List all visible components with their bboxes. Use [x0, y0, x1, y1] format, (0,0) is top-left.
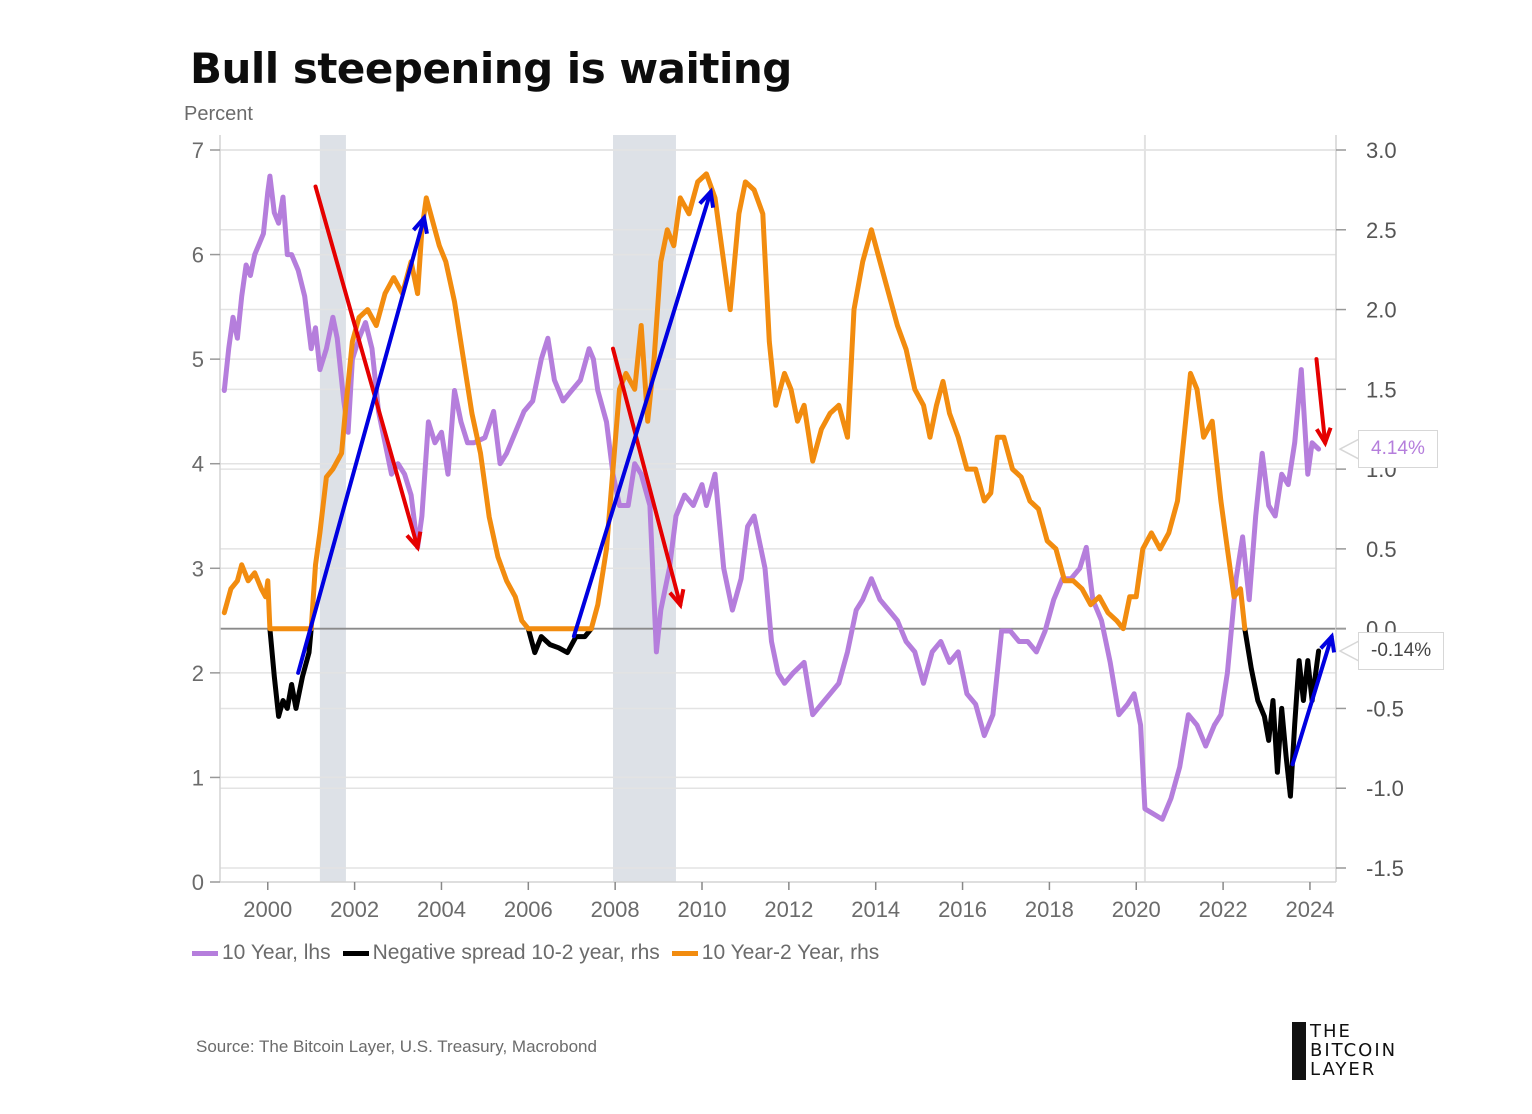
arrow-head-icon	[412, 213, 429, 235]
series-line-negative-spread-segment-2	[1242, 626, 1322, 799]
right-tick-label: -1.5	[1366, 856, 1404, 881]
chart-title: Bull steepening is waiting	[190, 44, 792, 93]
arrow-head-icon	[405, 531, 423, 552]
right-tick-label: -1.0	[1366, 776, 1404, 801]
recession-band-1	[612, 135, 676, 882]
right-tick-label: 2.0	[1366, 298, 1397, 323]
source-note: Source: The Bitcoin Layer, U.S. Treasury…	[196, 1037, 597, 1056]
arrow-shaft	[610, 346, 683, 607]
series-line-10-year	[221, 173, 1322, 822]
left-tick-label: 5	[192, 347, 204, 372]
legend-item-10-year: 10 Year, lhs	[192, 941, 331, 965]
arrow-head-icon	[698, 187, 716, 208]
x-tick-label: 2006	[504, 897, 553, 922]
x-tick-label: 2008	[591, 897, 640, 922]
x-tick-label: 2014	[851, 897, 900, 922]
logo-bar-icon	[1292, 1022, 1306, 1080]
legend-item-10y-2y: 10 Year-2 Year, rhs	[671, 941, 880, 965]
left-tick-label: 1	[192, 765, 204, 790]
legend-label-10y-2y: 10 Year-2 Year, rhs	[701, 941, 880, 964]
right-tick-label: 0.5	[1366, 537, 1397, 562]
logo-line-2: BITCOIN	[1310, 1040, 1398, 1061]
trend-arrow-4	[1314, 357, 1333, 448]
left-tick-label: 6	[192, 243, 204, 268]
legend-label-negative-spread: Negative spread 10-2 year, rhs	[372, 941, 660, 964]
right-tick-label: -0.5	[1366, 696, 1404, 721]
x-tick-label: 2000	[243, 897, 292, 922]
arrow-shaft	[296, 215, 427, 675]
the-bitcoin-layer-logo: THE BITCOIN LAYER	[1292, 1022, 1397, 1080]
arrow-shaft	[571, 189, 713, 639]
last-value-callout-10-year: 4.14%	[1358, 430, 1438, 469]
series-line-negative-spread-segment-1	[525, 626, 594, 656]
recession-shading	[319, 135, 1146, 882]
left-tick-label: 0	[192, 870, 204, 895]
arrow-head-icon	[1315, 427, 1333, 448]
right-tick-label: 3.0	[1366, 138, 1397, 163]
x-tick-label: 2018	[1025, 897, 1074, 922]
right-tick-label: 1.5	[1366, 377, 1397, 402]
trend-arrow-2	[610, 346, 686, 610]
x-tick-label: 2004	[417, 897, 466, 922]
legend: 10 Year, lhs Negative spread 10-2 year, …	[192, 941, 891, 965]
x-tick-label: 2024	[1285, 897, 1334, 922]
x-tick-label: 2002	[330, 897, 379, 922]
legend-swatch-10-year	[192, 950, 218, 956]
trend-arrow-3	[571, 187, 716, 639]
left-tick-label: 2	[192, 661, 204, 686]
trend-arrow-0	[313, 184, 423, 552]
arrow-shaft	[1290, 634, 1334, 767]
callout-pointer-1	[1338, 639, 1360, 663]
x-tick-label: 2022	[1199, 897, 1248, 922]
callout-spread-text: -0.14%	[1371, 640, 1432, 661]
callout-10-year-text: 4.14%	[1371, 438, 1425, 460]
trend-arrow-5	[1290, 632, 1337, 767]
annotation-arrows	[296, 184, 1360, 767]
arrow-shaft	[1314, 357, 1328, 445]
left-tick-label: 7	[192, 138, 204, 163]
logo-line-1: THE	[1310, 1021, 1352, 1042]
legend-swatch-negative-spread	[342, 950, 369, 956]
trend-arrow-1	[296, 213, 429, 675]
series-line-negative-spread-segment-0	[267, 626, 314, 719]
arrow-shaft	[313, 184, 420, 550]
gridlines	[220, 149, 1346, 869]
last-value-callout-spread: -0.14%	[1358, 632, 1445, 670]
legend-item-negative-spread: Negative spread 10-2 year, rhs	[342, 941, 660, 965]
x-tick-label: 2010	[678, 897, 727, 922]
x-tick-label: 2020	[1112, 897, 1161, 922]
logo-line-3: LAYER	[1310, 1059, 1377, 1080]
x-tick-label: 2016	[938, 897, 987, 922]
legend-label-10-year: 10 Year, lhs	[222, 941, 331, 964]
series-lines	[221, 171, 1322, 822]
axes: 01234567-1.5-1.0-0.50.00.51.01.52.02.53.…	[192, 135, 1404, 922]
arrow-head-icon	[668, 588, 686, 610]
x-tick-label: 2012	[764, 897, 813, 922]
right-tick-label: 2.5	[1366, 218, 1397, 243]
arrow-head-icon	[1319, 632, 1337, 653]
left-tick-label: 4	[192, 452, 204, 477]
left-tick-label: 3	[192, 556, 204, 581]
callout-pointer-0	[1338, 437, 1360, 461]
series-line-10y-2y	[221, 171, 1248, 632]
legend-swatch-10y-2y	[671, 950, 698, 956]
y-axis-unit-label: Percent	[184, 103, 253, 125]
